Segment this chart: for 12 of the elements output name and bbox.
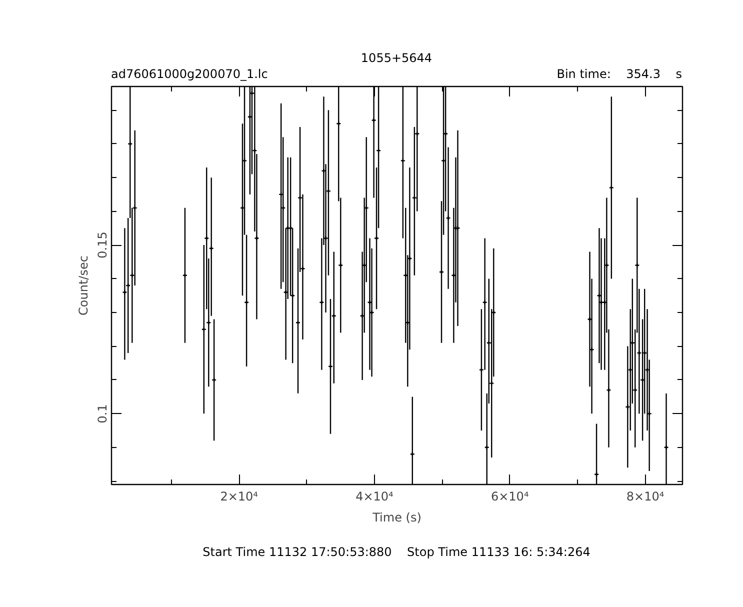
text: Start Time 11132 17:50:53:880 Stop Time 11133 16: 5:34:264 bbox=[202, 544, 590, 561]
y-axis-title: Count/sec bbox=[76, 256, 90, 316]
x-tick-label: 2×10⁴ bbox=[220, 490, 258, 504]
y-tick-label: 0.15 bbox=[96, 232, 110, 258]
x-axis-title: Time (s) bbox=[372, 510, 422, 524]
x-tick-label: 6×10⁴ bbox=[490, 490, 529, 504]
x-tick-label: 8×10⁴ bbox=[626, 490, 664, 504]
chart-title: 1055+5644 bbox=[360, 50, 432, 67]
y-tick-label: 0.1 bbox=[96, 404, 110, 424]
x-tick-label: 4×10⁴ bbox=[356, 490, 394, 504]
text: Bin time: 354.3 s bbox=[556, 66, 682, 83]
chart-subtitle: ad76061000g200070_1.lc bbox=[111, 66, 268, 83]
